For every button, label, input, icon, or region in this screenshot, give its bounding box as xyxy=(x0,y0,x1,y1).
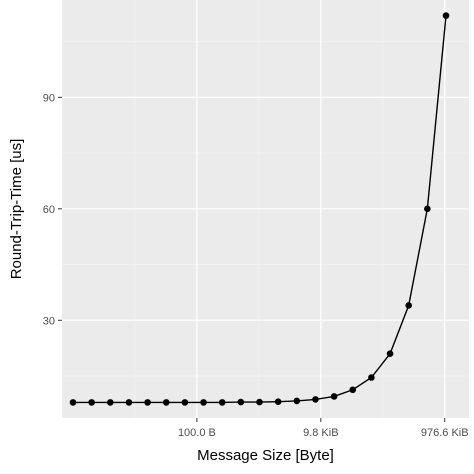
data-point xyxy=(405,302,413,309)
data-point xyxy=(69,399,77,406)
x-tick-label: 100.0 B xyxy=(178,427,216,439)
axis-ticks: 30 60 90 100.0 B 9.8 KiB 976.6 KiB xyxy=(43,92,469,439)
data-point xyxy=(312,396,319,403)
x-tick-label: 9.8 KiB xyxy=(303,427,338,439)
data-point xyxy=(386,350,394,358)
data-point xyxy=(107,399,114,406)
data-point xyxy=(200,399,207,406)
data-point xyxy=(125,399,133,406)
data-point xyxy=(162,399,170,406)
data-point xyxy=(144,399,151,406)
data-point xyxy=(368,374,375,381)
data-point xyxy=(274,398,282,405)
data-point xyxy=(293,397,301,405)
data-point xyxy=(237,398,245,406)
data-point xyxy=(181,399,189,406)
data-point xyxy=(442,12,450,19)
data-point xyxy=(256,398,263,406)
series xyxy=(69,12,450,406)
x-axis-title: Message Size [Byte] xyxy=(197,447,334,464)
y-tick-label: 60 xyxy=(43,204,55,216)
y-axis-title: Round-Trip-Time [us] xyxy=(8,139,25,280)
x-tick-label: 976.6 KiB xyxy=(421,427,469,439)
data-point xyxy=(349,386,357,394)
grid xyxy=(62,0,469,418)
data-point xyxy=(88,399,95,406)
data-point xyxy=(330,393,338,400)
data-point xyxy=(424,205,431,213)
y-tick-label: 30 xyxy=(43,315,55,327)
data-point xyxy=(218,399,226,406)
y-tick-label: 90 xyxy=(43,92,55,104)
